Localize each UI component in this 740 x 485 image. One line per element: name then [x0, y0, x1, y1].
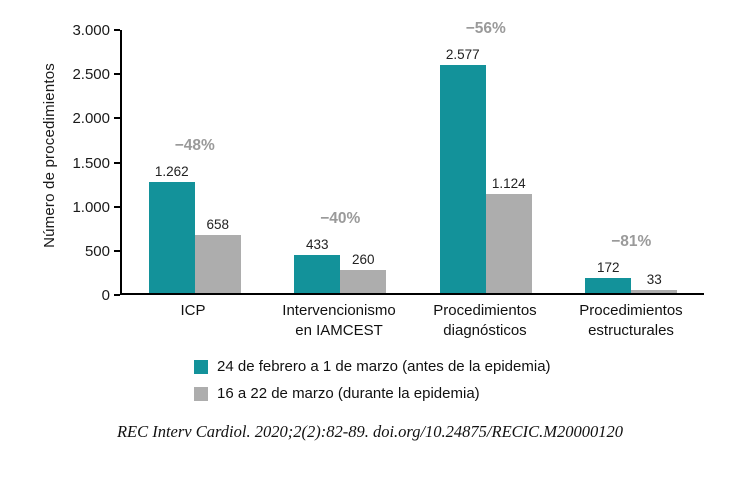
- legend-item-during-epidemic: 16 a 22 de marzo (durante la epidemia): [194, 385, 704, 402]
- bar-before-epidemic: [148, 181, 195, 293]
- percent-change-label: −40%: [320, 209, 361, 227]
- legend-swatch-teal: [194, 359, 208, 374]
- bar-group: −56% 2.577 1.124: [416, 20, 556, 293]
- bar-group: −40% 433 260: [270, 30, 410, 293]
- bar-group: −81% 172 33: [561, 30, 701, 293]
- y-tick-label: 2.000: [72, 110, 110, 128]
- bar-chart-figure: Número de procedimientos 0 500 1.000 1.500 2…: [36, 16, 704, 441]
- bar-value-label: 2.577: [445, 47, 480, 63]
- bar-value-label: 1.262: [154, 163, 189, 179]
- legend: 24 de febrero a 1 de marzo (antes de la …: [194, 358, 704, 402]
- bar-value-label: 433: [305, 236, 329, 252]
- y-tick-mark: [114, 29, 120, 31]
- legend-swatch-gray: [194, 386, 208, 401]
- percent-change-label: −48%: [174, 136, 215, 154]
- bar-value-label: 658: [206, 216, 230, 232]
- bar-during-epidemic: [631, 290, 678, 293]
- y-tick-label: 500: [84, 242, 110, 260]
- percent-change-label: −56%: [465, 20, 506, 38]
- bar-group: −48% 1.262 658: [125, 30, 265, 293]
- x-axis-labels: ICP Intervencionismo en IAMCEST Procedimie…: [120, 301, 704, 340]
- y-tick-label: 3.000: [72, 22, 110, 39]
- x-category-label: Intervencionismo en IAMCEST: [282, 302, 396, 339]
- y-tick-mark: [114, 294, 120, 296]
- y-tick-mark: [114, 161, 120, 164]
- legend-item-before-epidemic: 24 de febrero a 1 de marzo (antes de la …: [194, 358, 704, 375]
- x-category-label: Procedimientos diagnósticos: [433, 302, 537, 339]
- legend-label: 16 a 22 de marzo (durante la epidemia): [217, 385, 480, 402]
- plot-area: −48% 1.262 658 −40% 433 260 −56% 2.577 1.124 −81%…: [120, 20, 704, 295]
- y-axis-title-column: Número de procedimientos: [36, 16, 62, 295]
- bar-before-epidemic: [439, 65, 486, 293]
- y-tick-mark: [114, 117, 120, 120]
- bar-value-label: 1.124: [491, 175, 526, 191]
- chart-area: Número de procedimientos 0 500 1.000 1.500 2…: [36, 16, 704, 304]
- y-tick-mark: [114, 73, 120, 76]
- y-axis-title: Número de procedimientos: [40, 63, 58, 248]
- y-axis: 0 500 1.000 1.500 2.000 2.500 3.000: [62, 22, 120, 304]
- bar-during-epidemic: [194, 234, 241, 293]
- legend-label: 24 de febrero a 1 de marzo (antes de la …: [217, 358, 551, 375]
- bar-value-label: 172: [596, 259, 620, 275]
- percent-change-label: −81%: [611, 232, 652, 250]
- y-tick-mark: [114, 205, 120, 208]
- citation: REC Interv Cardiol. 2020;2(2):82-89. doi…: [116, 422, 624, 441]
- bar-value-label: 260: [351, 252, 375, 268]
- x-category-label: Procedimientos estructurales: [579, 302, 683, 339]
- x-category-label: ICP: [180, 302, 206, 319]
- y-tick-mark: [114, 249, 120, 252]
- bar-before-epidemic: [585, 277, 632, 293]
- y-tick-label: 1.500: [72, 154, 110, 172]
- y-tick-label: 0: [101, 287, 110, 304]
- bar-value-label: 33: [646, 272, 662, 288]
- y-tick-label: 1.000: [72, 198, 110, 216]
- y-tick-label: 2.500: [72, 66, 110, 84]
- bar-during-epidemic: [340, 270, 387, 293]
- bar-during-epidemic: [485, 193, 532, 293]
- bar-before-epidemic: [294, 254, 341, 293]
